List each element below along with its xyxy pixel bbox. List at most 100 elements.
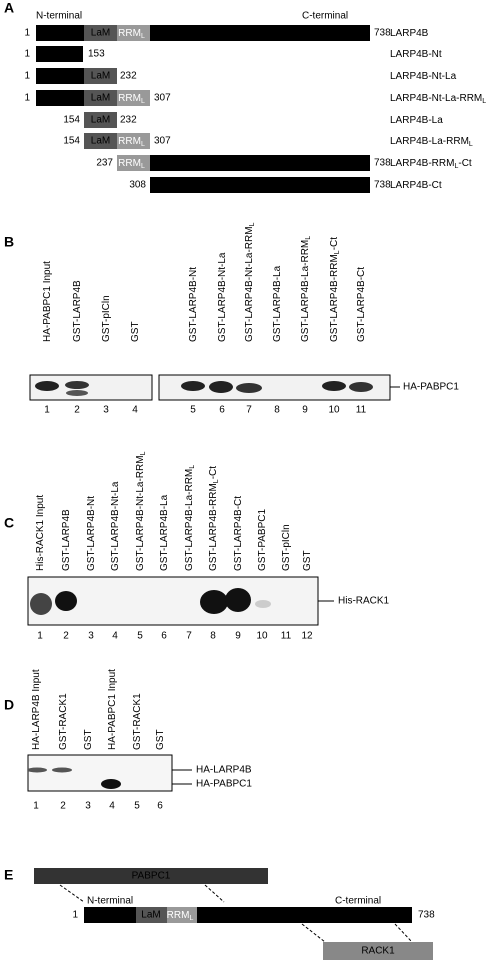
lane-number: 10 [256, 631, 268, 642]
n-terminal-label: N-terminal [36, 11, 82, 22]
lam-label: LaM [141, 910, 160, 921]
lane-label: GST-RACK1 [58, 693, 69, 750]
domain-bar [36, 68, 84, 84]
lane-number: 2 [60, 801, 66, 812]
lane-label: GST-LARP4B-Ct [356, 267, 367, 342]
domain-bar [150, 155, 370, 171]
lam-label: LaM [91, 136, 110, 147]
end-label: 307 [154, 136, 171, 147]
construct-name: LARP4B-Nt [390, 49, 442, 60]
end-label: 738 [374, 28, 391, 39]
subscript: L [213, 479, 220, 483]
start-label: 1 [72, 910, 78, 921]
rrm-label: RRML [118, 158, 145, 170]
text-segment: GST [130, 321, 141, 342]
domain-bar [84, 25, 117, 41]
lane-label: GST-LARP4B-Nt [86, 496, 97, 571]
lane-label: GST-LARP4B-Nt [188, 267, 199, 342]
start-label: 1 [24, 28, 30, 39]
lane-number: 11 [356, 405, 367, 416]
blot-b [29, 374, 400, 401]
text-segment: GST-LARP4B-Nt [86, 496, 97, 571]
text-segment: GST-RACK1 [58, 693, 69, 750]
text-segment: RRM [118, 93, 141, 104]
text-segment: GST-pICln [101, 295, 112, 342]
start-label: 237 [96, 158, 113, 169]
text-segment: -Ct [208, 466, 219, 480]
lane-number: 11 [281, 631, 292, 642]
lane-number: 4 [132, 405, 138, 416]
text-segment: LARP4B-La [390, 115, 443, 126]
protein-label: RACK1 [361, 946, 395, 957]
lane-number: 7 [246, 405, 252, 416]
subscript: L [305, 236, 312, 240]
lam-label: LaM [91, 28, 110, 39]
text-segment: GST-LARP4B-Nt-La-RRM [135, 455, 146, 571]
domain-bar [84, 133, 117, 149]
text-segment: GST-pICln [281, 524, 292, 571]
subscript: L [141, 141, 145, 148]
lane-label: GST [83, 729, 94, 750]
construct-name: LARP4B-Nt-La [390, 71, 457, 82]
text-segment: GST-PABPC1 [257, 509, 268, 571]
lane-label: GST-LARP4B-Nt-La-RRML [135, 451, 147, 571]
band-label: HA-PABPC1 [403, 382, 459, 393]
start-label: 1 [24, 93, 30, 104]
blot-d [27, 754, 192, 792]
text-segment: RRM [118, 28, 141, 39]
lane-number: 3 [85, 801, 91, 812]
lane-number: 8 [274, 405, 280, 416]
text-segment: GST-LARP4B [61, 509, 72, 571]
lam-label: LaM [91, 93, 110, 104]
lane-label: GST-LARP4B-RRML-Ct [329, 237, 341, 342]
text-segment: LARP4B-Nt [390, 49, 442, 60]
band-label: HA-LARP4B [196, 765, 252, 776]
rrm-label: RRML [118, 93, 145, 105]
blot-c [27, 576, 334, 626]
lane-label: GST-LARP4B [72, 280, 83, 342]
end-label: 232 [120, 115, 137, 126]
lane-label: GST [155, 729, 166, 750]
start-label: 154 [63, 115, 80, 126]
subscript: L [189, 465, 196, 469]
lane-label: GST-LARP4B-Nt-La-RRML [244, 222, 256, 342]
subscript: L [141, 163, 145, 170]
panel-label: D [4, 697, 14, 713]
text-segment: LARP4B-Nt-La [390, 71, 457, 82]
domain-bar [36, 25, 84, 41]
band-label: His-RACK1 [338, 596, 390, 607]
text-segment: LARP4B [390, 28, 429, 39]
lane-number: 1 [44, 405, 50, 416]
text-segment: GST-LARP4B-RRM [208, 483, 219, 571]
lane-label: GST-LARP4B [61, 509, 72, 571]
lane-number: 8 [210, 631, 216, 642]
lane-label: GST [130, 321, 141, 342]
lane-number: 2 [63, 631, 69, 642]
text-segment: GST-RACK1 [132, 693, 143, 750]
start-label: 154 [63, 136, 80, 147]
protein-label: PABPC1 [132, 871, 171, 882]
lane-label: GST-pICln [281, 524, 292, 571]
start-label: 1 [24, 71, 30, 82]
text-segment: HA-PABPC1 Input [42, 261, 53, 342]
text-segment: -Ct [329, 237, 340, 251]
lane-number: 10 [328, 405, 340, 416]
text-segment: GST-LARP4B-Nt [188, 267, 199, 342]
subscript: L [482, 98, 486, 105]
panel-e-shapes [34, 868, 433, 960]
domain-bar [117, 133, 150, 149]
construct-name: LARP4B [390, 28, 429, 39]
text-segment: GST-LARP4B-La [272, 265, 283, 342]
subscript: L [140, 451, 147, 455]
lane-number: 6 [161, 631, 167, 642]
text-segment: GST-LARP4B-Nt-La-RRM [244, 226, 255, 342]
construct-name: LARP4B-La [390, 115, 443, 126]
subscript: L [141, 33, 145, 40]
domain-bar [84, 112, 117, 128]
panel-label: C [4, 515, 14, 531]
text-segment: -Ct [458, 158, 472, 169]
lane-number: 4 [112, 631, 118, 642]
lane-number: 3 [88, 631, 94, 642]
rrm-label: RRML [118, 28, 145, 40]
protein-label: LARP4B [243, 910, 282, 921]
